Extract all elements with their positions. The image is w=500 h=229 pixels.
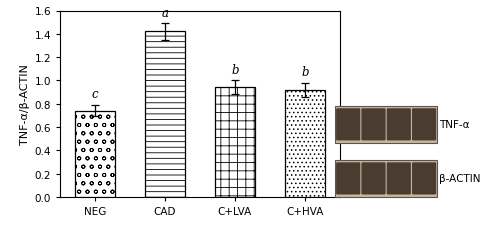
FancyBboxPatch shape bbox=[412, 163, 436, 195]
Text: b: b bbox=[231, 63, 239, 76]
Text: c: c bbox=[92, 88, 98, 101]
FancyBboxPatch shape bbox=[412, 109, 436, 141]
Y-axis label: TNF-α/β-ACTIN: TNF-α/β-ACTIN bbox=[20, 64, 30, 144]
FancyBboxPatch shape bbox=[386, 163, 411, 195]
Bar bbox=[74, 111, 116, 197]
FancyBboxPatch shape bbox=[362, 109, 386, 141]
Text: β-ACTIN: β-ACTIN bbox=[440, 174, 481, 184]
FancyBboxPatch shape bbox=[336, 109, 360, 141]
Text: a: a bbox=[162, 7, 168, 19]
Bar bbox=[335, 160, 438, 197]
FancyBboxPatch shape bbox=[386, 109, 411, 141]
FancyBboxPatch shape bbox=[336, 163, 360, 195]
Text: TNF-α: TNF-α bbox=[440, 120, 470, 130]
Bar bbox=[214, 88, 256, 197]
Text: b: b bbox=[301, 66, 309, 79]
Bar bbox=[144, 32, 186, 197]
Bar bbox=[335, 106, 438, 143]
Bar bbox=[284, 90, 326, 197]
FancyBboxPatch shape bbox=[362, 163, 386, 195]
